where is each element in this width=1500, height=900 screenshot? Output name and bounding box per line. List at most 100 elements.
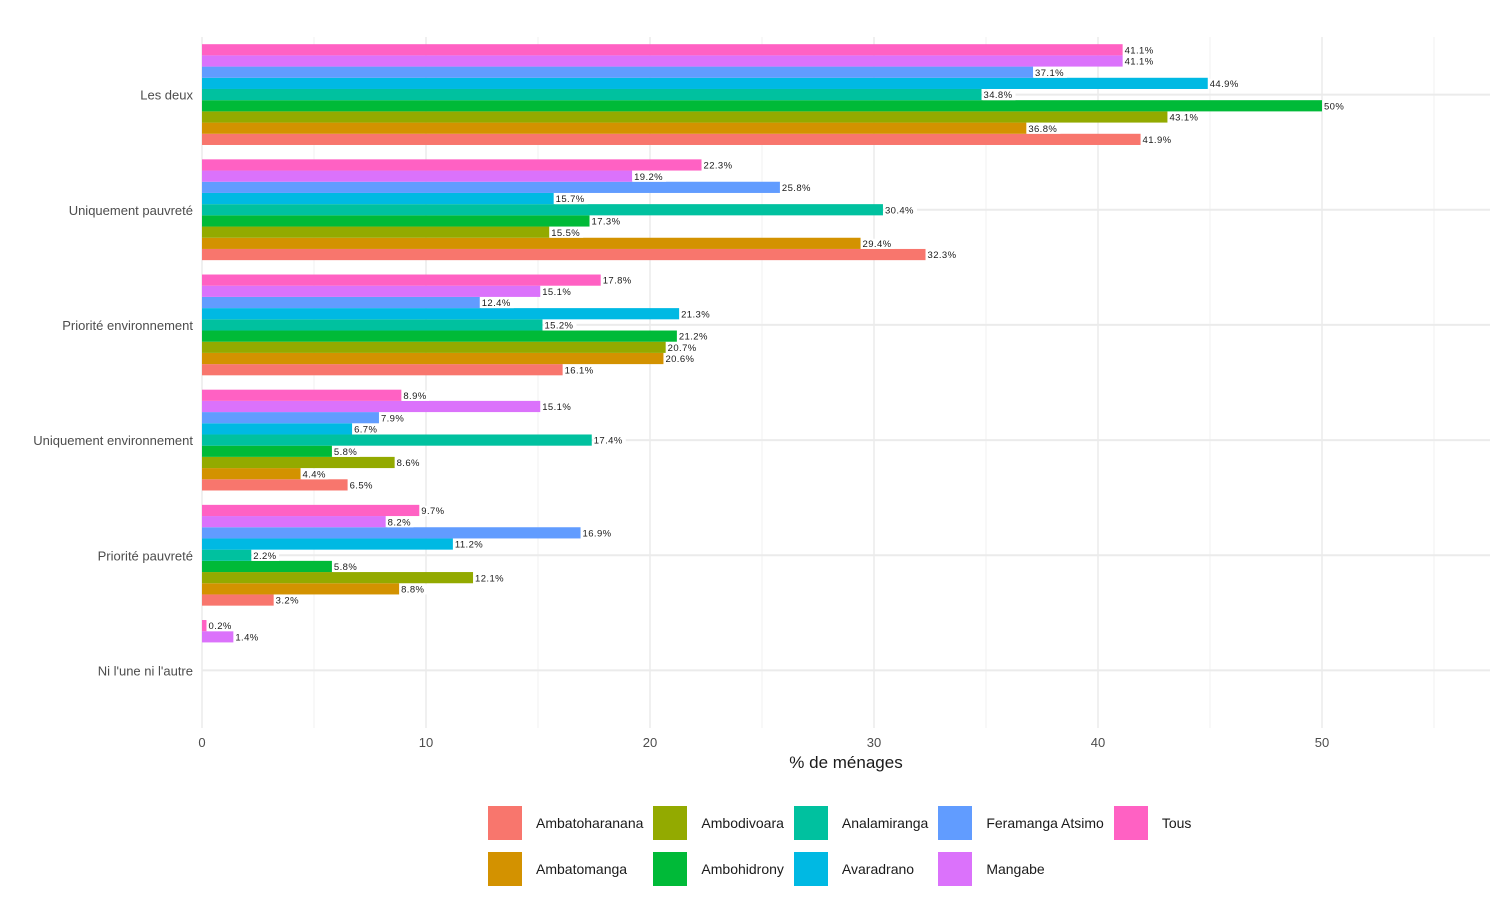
data-label: 7.9%	[381, 413, 404, 424]
legend-item: Avaradrano	[793, 846, 928, 892]
data-label-background	[554, 193, 588, 205]
data-label: 43.1%	[1169, 113, 1198, 124]
data-label: 15.2%	[544, 321, 573, 332]
y-tick-label: Uniquement environnement	[33, 433, 193, 448]
data-label: 34.8%	[984, 90, 1013, 101]
bar-ambohidrony	[202, 330, 677, 342]
legend-label: Avaradrano	[841, 861, 915, 877]
legend-item: Analamiranga	[793, 800, 929, 846]
bar-feramanga-atsimo	[202, 296, 480, 309]
data-label: 15.1%	[542, 402, 571, 413]
bar-feramanga-atsimo	[202, 181, 780, 193]
y-axis-ticks: Les deux Uniquement pauvreté Priorité envi…	[33, 88, 193, 679]
data-label-background	[252, 550, 280, 561]
data-label: 21.2%	[679, 332, 708, 343]
data-label-background	[386, 517, 414, 528]
data-label: 17.3%	[592, 217, 621, 228]
bar-mangabe	[202, 170, 633, 182]
legend-item: Mangabe	[938, 846, 1104, 892]
bar-tous	[202, 389, 402, 401]
legend-label: Ambatoharanana	[536, 815, 644, 831]
data-label: 17.8%	[603, 276, 632, 287]
bar-ambatomanga	[202, 468, 301, 480]
data-label: 16.9%	[583, 528, 612, 539]
data-label-background	[332, 561, 360, 573]
legend-label: Analamiranga	[841, 815, 929, 831]
legend-item: Ambodivoara	[653, 800, 784, 846]
x-axis-title: % de ménages	[789, 753, 902, 772]
data-label-background	[1034, 67, 1068, 78]
bar-ambodivoara	[202, 341, 666, 353]
bar-feramanga-atsimo	[202, 412, 379, 424]
legend-swatch	[488, 852, 522, 886]
data-label-background	[926, 249, 960, 261]
bar-analamiranga	[202, 204, 883, 216]
data-label: 20.6%	[665, 354, 694, 365]
data-label-background	[666, 342, 700, 353]
data-label: 8.8%	[401, 584, 424, 595]
data-label-background	[543, 320, 577, 331]
y-tick-label: Priorité pauvreté	[98, 548, 193, 563]
data-label-background	[861, 238, 895, 249]
bar-avaradrano	[202, 423, 353, 435]
bar-tous	[202, 44, 1123, 56]
data-label-background	[677, 331, 711, 342]
data-label-background	[1323, 101, 1344, 112]
data-label-background	[402, 390, 430, 401]
bar-avaradrano	[202, 77, 1208, 89]
data-label: 15.1%	[542, 287, 571, 298]
bar-avaradrano	[202, 538, 453, 550]
data-label: 29.4%	[863, 239, 892, 250]
data-label-background	[234, 632, 262, 643]
data-label-background	[563, 365, 597, 376]
data-label: 15.7%	[556, 194, 585, 205]
data-label-background	[379, 413, 407, 424]
data-label-background	[1168, 112, 1202, 123]
data-label-background	[274, 595, 302, 606]
legend-swatch	[938, 852, 973, 886]
data-label: 5.8%	[334, 447, 357, 458]
bar-feramanga-atsimo	[202, 66, 1034, 78]
x-tick-label: 10	[419, 735, 433, 750]
x-tick-label: 50	[1315, 735, 1329, 750]
data-label: 9.7%	[421, 506, 444, 517]
data-label-background	[680, 309, 714, 320]
bar-analamiranga	[202, 319, 543, 331]
data-label-background	[601, 275, 635, 286]
data-label: 0.2%	[208, 621, 231, 632]
data-label: 41.9%	[1143, 135, 1172, 146]
data-label-background	[633, 171, 667, 182]
y-tick-label: Priorité environnement	[62, 318, 193, 333]
data-label: 41.1%	[1125, 57, 1154, 68]
data-label: 8.9%	[403, 391, 426, 402]
legend-swatch	[793, 806, 828, 840]
data-label-background	[581, 528, 615, 539]
bar-ambatomanga	[202, 352, 664, 365]
bar-mangabe	[202, 285, 541, 297]
data-label: 21.3%	[681, 309, 710, 320]
x-tick-label: 20	[643, 735, 657, 750]
bar-ambatomanga	[202, 583, 400, 595]
data-label-background	[395, 457, 423, 469]
y-tick-label: Ni l'une ni l'autre	[98, 663, 193, 678]
data-label-background	[400, 584, 427, 595]
data-label: 12.4%	[482, 298, 511, 309]
legend-swatch	[1113, 806, 1148, 840]
data-label: 5.8%	[334, 562, 357, 573]
legend-swatch	[488, 806, 522, 840]
data-label-background	[474, 573, 508, 584]
data-label-background	[702, 160, 736, 171]
bar-mangabe	[202, 55, 1123, 67]
bar-ambatomanga	[202, 122, 1027, 134]
bar-ambatoharanana	[202, 133, 1141, 145]
data-label-background	[207, 621, 235, 632]
bar-ambatomanga	[202, 237, 861, 249]
data-label: 6.7%	[354, 424, 377, 435]
data-labels: 41.9% 36.8% 43.1% 50% 34.8% 44.9% 37.1% 41.1%41…	[207, 45, 1344, 643]
bar-mangabe	[202, 400, 541, 413]
data-label-background	[550, 227, 584, 238]
data-label: 32.3%	[928, 250, 957, 261]
bar-analamiranga	[202, 88, 982, 101]
data-label: 4.4%	[303, 469, 326, 480]
y-tick-label: Uniquement pauvreté	[69, 203, 193, 218]
